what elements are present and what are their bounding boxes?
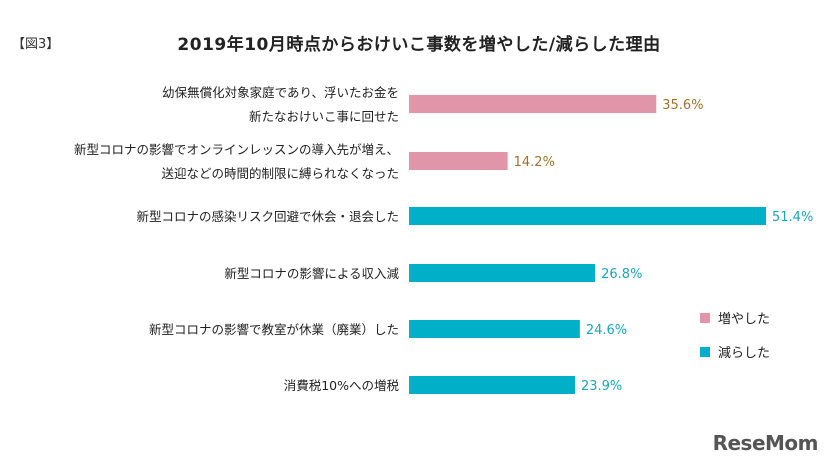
legend-label-1: 増やした bbox=[718, 312, 770, 327]
bar-6 bbox=[409, 376, 575, 394]
bar-5 bbox=[409, 320, 580, 338]
category-label-2-line-2: 送迎などの時間的制限に縛られなくなった bbox=[161, 166, 399, 181]
legend-swatch-1 bbox=[700, 313, 710, 323]
value-label-4: 26.8% bbox=[601, 267, 642, 282]
category-label-5: 新型コロナの影響で教室が休業（廃業）した bbox=[149, 322, 399, 337]
value-label-5: 24.6% bbox=[586, 323, 627, 338]
bar-4 bbox=[409, 264, 596, 282]
category-label-2-line-1: 新型コロナの影響でオンラインレッスンの導入先が増え、 bbox=[74, 142, 399, 157]
bars-layer bbox=[409, 95, 766, 394]
value-label-2: 14.2% bbox=[514, 155, 555, 170]
legend-label-2: 減らした bbox=[718, 345, 770, 361]
category-label-4: 新型コロナの影響による収入減 bbox=[224, 266, 399, 281]
category-label-6: 消費税10%への増税 bbox=[284, 378, 400, 393]
value-label-1: 35.6% bbox=[662, 98, 703, 113]
category-labels: 幼保無償化対象家庭であり、浮いたお金を新たなおけいこ事に回せた新型コロナの影響で… bbox=[74, 85, 400, 393]
legend-swatch-2 bbox=[700, 347, 710, 357]
value-labels: 35.6% 14.2% 51.4% 26.8% 24.6% 23.9% bbox=[514, 98, 814, 394]
figure-tag: 【図3】 bbox=[12, 37, 60, 52]
bar-1 bbox=[409, 95, 657, 113]
value-label-3: 51.4% bbox=[772, 210, 813, 225]
category-label-1-line-2: 新たなおけいこ事に回せた bbox=[249, 109, 399, 124]
category-label-1-line-1: 幼保無償化対象家庭であり、浮いたお金を bbox=[162, 85, 399, 100]
chart-title: 2019年10月時点からおけいこ事数を増やした/減らした理由 bbox=[177, 35, 661, 55]
category-label-3: 新型コロナの感染リスク回避で休会・退会した bbox=[136, 209, 399, 224]
bar-3 bbox=[409, 207, 766, 225]
resemom-logo: ReseMom bbox=[712, 431, 819, 455]
bar-2 bbox=[409, 152, 508, 170]
value-label-6: 23.9% bbox=[581, 379, 622, 394]
